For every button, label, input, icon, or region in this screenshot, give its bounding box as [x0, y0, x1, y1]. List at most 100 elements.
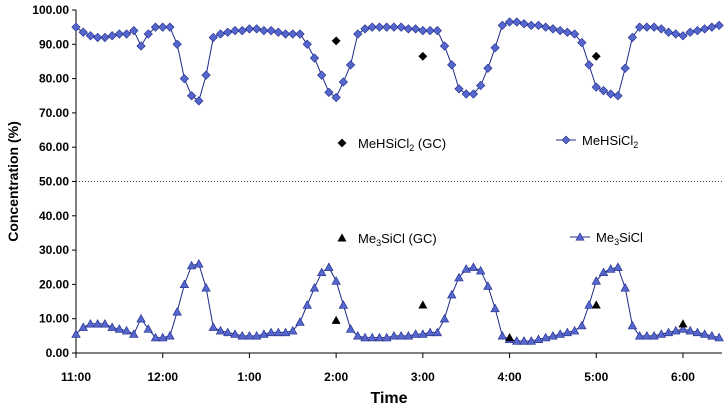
data-point-MeHSiCl2 — [208, 32, 218, 43]
y-tick-label: 90.00 — [39, 37, 69, 51]
y-tick-label: 10.00 — [39, 312, 69, 326]
data-point-Me3SiCl_GC — [678, 319, 688, 328]
data-point-Me3SiCl_GC — [418, 300, 428, 309]
data-point-MeHSiCl2 — [374, 22, 385, 32]
data-point-MeHSiCl2 — [656, 24, 666, 34]
data-point-MeHSiCl2_GC — [591, 51, 601, 61]
data-point-Me3SiCl — [382, 332, 392, 342]
data-point-Me3SiCl — [273, 327, 284, 337]
data-point-Me3SiCl — [129, 329, 139, 338]
data-point-Me3SiCl_GC — [591, 300, 601, 309]
series-Me3SiCl_GC — [331, 300, 688, 342]
data-point-Me3SiCl — [71, 329, 81, 338]
data-point-Me3SiCl — [707, 331, 717, 340]
data-point-MeHSiCl2 — [447, 60, 457, 70]
data-point-MeHSiCl2 — [353, 29, 363, 39]
data-point-Me3SiCl — [425, 327, 435, 337]
data-point-MeHSiCl2 — [490, 43, 500, 53]
data-point-MeHSiCl2 — [541, 22, 551, 32]
data-point-MeHSiCl2 — [100, 32, 110, 43]
data-point-Me3SiCl — [439, 313, 450, 323]
data-point-MeHSiCl2 — [143, 29, 153, 39]
data-point-MeHSiCl2 — [136, 41, 146, 51]
data-point-MeHSiCl2 — [663, 27, 674, 37]
data-point-MeHSiCl2 — [678, 31, 688, 41]
data-point-Me3SiCl — [591, 276, 601, 285]
data-point-Me3SiCl — [143, 324, 153, 333]
data-point-MeHSiCl2 — [591, 82, 601, 92]
data-point-Me3SiCl — [468, 262, 479, 271]
data-point-Me3SiCl — [288, 325, 298, 335]
data-point-Me3SiCl — [562, 327, 573, 337]
legend-label-Me3SiCl: Me3SiCl — [596, 230, 643, 247]
data-point-MeHSiCl2 — [345, 60, 356, 70]
data-point-MeHSiCl2 — [714, 20, 724, 31]
data-point-Me3SiCl — [569, 325, 580, 335]
data-point-Me3SiCl — [172, 307, 182, 316]
data-point-Me3SiCl — [244, 331, 255, 340]
data-point-Me3SiCl — [266, 327, 276, 337]
data-point-Me3SiCl — [461, 264, 471, 273]
data-point-MeHSiCl2 — [215, 29, 226, 39]
legend-label-Me3SiCl_GC: Me3SiCl (GC) — [358, 231, 437, 248]
data-point-MeHSiCl2 — [252, 24, 262, 34]
data-point-MeHSiCl2 — [627, 32, 638, 43]
data-point-Me3SiCl — [367, 332, 377, 342]
data-point-Me3SiCl — [280, 327, 291, 337]
data-point-Me3SiCl — [663, 327, 674, 337]
y-tick-label: 30.00 — [39, 243, 69, 257]
data-point-MeHSiCl2 — [129, 25, 139, 36]
data-point-MeHSiCl2 — [555, 25, 565, 36]
y-tick-label: 80.00 — [39, 72, 69, 86]
data-point-Me3SiCl — [237, 331, 247, 340]
data-point-MeHSiCl2 — [497, 20, 507, 31]
data-point-Me3SiCl — [223, 327, 233, 337]
data-point-MeHSiCl2 — [671, 29, 681, 39]
data-point-Me3SiCl — [483, 281, 493, 290]
x-axis-title: Time — [370, 390, 407, 407]
data-point-MeHSiCl2 — [700, 24, 710, 34]
series-line-Me3SiCl — [75, 263, 720, 342]
data-point-Me3SiCl — [353, 331, 363, 340]
data-point-Me3SiCl — [389, 331, 399, 340]
data-point-MeHSiCl2 — [620, 63, 630, 73]
data-point-MeHSiCl2 — [606, 89, 616, 99]
data-point-Me3SiCl — [186, 260, 197, 270]
data-point-MeHSiCl2_GC — [418, 51, 428, 61]
data-point-MeHSiCl2 — [410, 24, 421, 34]
data-point-Me3SiCl — [671, 325, 681, 335]
data-point-Me3SiCl — [634, 331, 645, 340]
data-point-Me3SiCl — [656, 329, 667, 338]
y-axis-title: Concentration (%) — [5, 121, 21, 242]
data-point-MeHSiCl2 — [468, 89, 479, 99]
data-point-Me3SiCl — [230, 329, 240, 338]
data-point-MeHSiCl2_GC — [331, 36, 341, 46]
data-point-Me3SiCl — [215, 325, 226, 335]
data-point-Me3SiCl — [316, 267, 327, 277]
data-point-Me3SiCl — [338, 300, 349, 309]
data-point-Me3SiCl — [678, 324, 688, 333]
data-point-MeHSiCl2 — [577, 37, 587, 48]
data-point-Me3SiCl — [374, 332, 385, 342]
data-point-Me3SiCl — [410, 329, 421, 338]
series-layer — [71, 17, 724, 345]
data-point-MeHSiCl2 — [302, 39, 312, 49]
legend-item-Me3SiCl_GC: Me3SiCl (GC) — [337, 231, 437, 248]
data-point-MeHSiCl2 — [230, 25, 240, 36]
data-point-Me3SiCl — [150, 332, 161, 342]
data-point-Me3SiCl — [78, 322, 88, 331]
data-point-MeHSiCl2 — [237, 25, 247, 36]
data-point-MeHSiCl2 — [519, 19, 529, 29]
data-point-MeHSiCl2 — [569, 29, 580, 39]
data-point-MeHSiCl2 — [309, 53, 320, 63]
data-point-MeHSiCl2 — [367, 22, 377, 32]
data-point-Me3SiCl — [699, 329, 710, 338]
legend-item-Me3SiCl: Me3SiCl — [570, 230, 643, 247]
x-tick-label: 5:00 — [584, 370, 608, 384]
data-point-MeHSiCl2 — [548, 24, 558, 34]
data-point-MeHSiCl2 — [338, 77, 348, 87]
data-point-MeHSiCl2 — [78, 27, 88, 37]
data-point-MeHSiCl2 — [244, 24, 255, 34]
data-point-MeHSiCl2 — [425, 25, 435, 36]
legend-item-MeHSiCl2: MeHSiCl2 — [556, 133, 638, 150]
